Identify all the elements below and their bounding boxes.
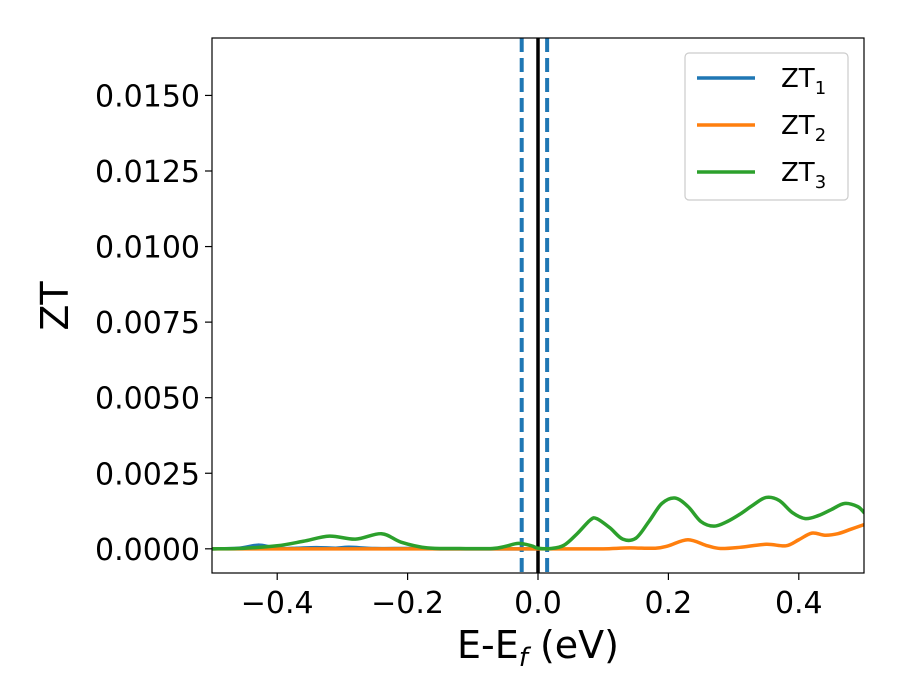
legend-box: [684, 52, 849, 201]
y-tick-label: 0.0050: [95, 382, 200, 417]
legend-label-zt1: ZT1: [781, 64, 826, 99]
y-tick-label: 0.0025: [95, 457, 200, 492]
x-tick-label: 0.2: [645, 586, 693, 621]
y-tick-label: 0.0000: [95, 533, 200, 568]
x-tick-label: −0.4: [241, 586, 314, 621]
x-axis-title-unit: (eV): [528, 623, 619, 667]
y-axis-ticks: 0.0000 0.0025 0.0050 0.0075 0.0100 0.0125 0.01…: [95, 79, 212, 568]
reference-lines: [519, 38, 550, 573]
series-line-zt3: [212, 495, 864, 551]
legend: ZT1 ZT2 ZT3: [684, 52, 849, 201]
x-tick-label: 0.4: [775, 586, 823, 621]
series-line-zt2: [212, 522, 864, 551]
x-axis-ticks: −0.4 −0.2 0.0 0.2 0.4: [241, 573, 823, 621]
y-tick-label: 0.0100: [95, 231, 200, 266]
legend-label-zt3: ZT3: [781, 158, 826, 193]
legend-label-zt2: ZT2: [781, 111, 826, 146]
y-tick-label: 0.0150: [95, 79, 200, 114]
y-axis-title: ZT: [33, 281, 77, 331]
x-tick-label: 0.0: [514, 586, 562, 621]
y-tick-label: 0.0075: [95, 306, 200, 341]
x-tick-label: −0.2: [371, 586, 444, 621]
series-lines: [212, 495, 864, 551]
y-tick-label: 0.0125: [95, 155, 200, 190]
x-axis-title: E-Ef (eV): [457, 623, 619, 673]
